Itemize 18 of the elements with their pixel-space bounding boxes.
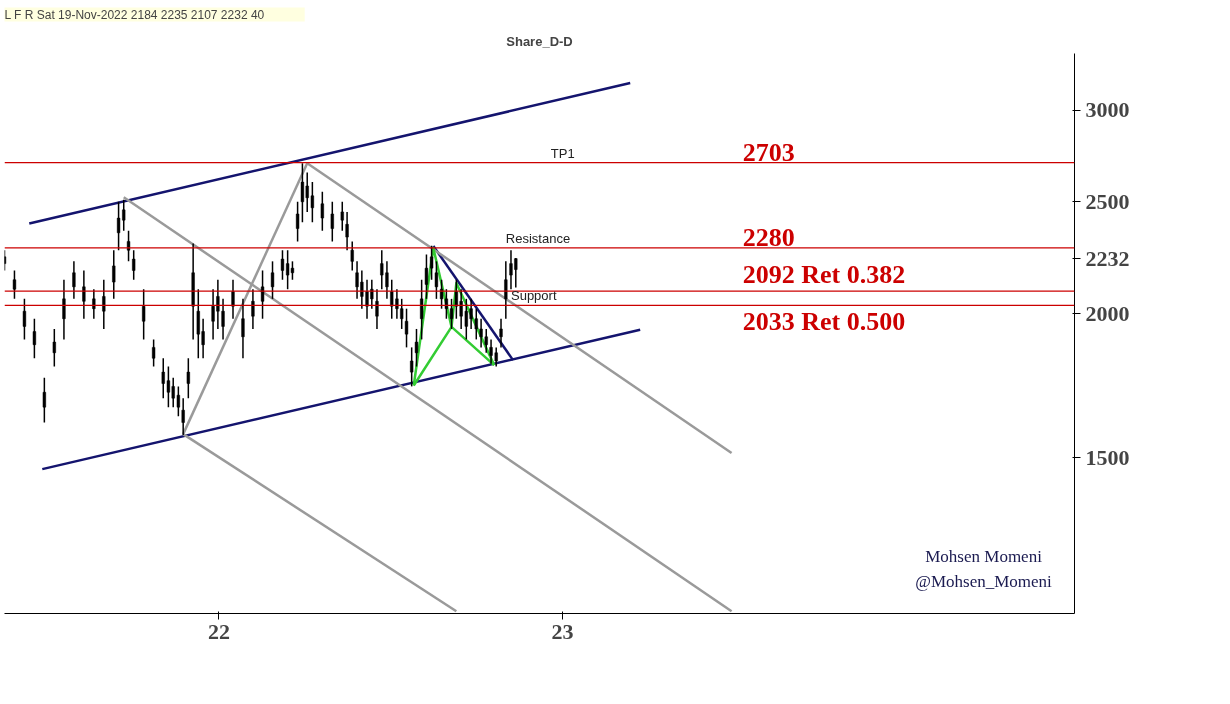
- annotation: Support: [510, 288, 557, 304]
- y-tick-label: 1500: [1085, 444, 1130, 470]
- x-tick-label: 23: [551, 618, 574, 644]
- annotation: TP1: [550, 145, 575, 161]
- ref-line-label: 2703: [742, 137, 795, 167]
- ref-line-label: 2033 Ret 0.500: [742, 307, 906, 337]
- annotation: Mohsen Momeni: [925, 546, 1043, 566]
- ref-line-label: 2280: [742, 222, 795, 252]
- annotation: Resistance: [505, 230, 571, 246]
- y-tick-label: 3000: [1085, 97, 1130, 123]
- chart-title: Share_D-D: [506, 33, 573, 49]
- text: L F R Sat 19-Nov-2022 2184 2235 2107 2232 40: [4, 7, 265, 22]
- y-tick-label: 2232: [1085, 245, 1130, 271]
- y-tick-label: 2000: [1085, 300, 1130, 326]
- ref-line-label: 2092 Ret 0.382: [742, 260, 906, 290]
- y-tick-label: 2500: [1085, 188, 1130, 214]
- x-tick-label: 22: [207, 618, 230, 644]
- annotation: @Mohsen_Momeni: [915, 572, 1053, 592]
